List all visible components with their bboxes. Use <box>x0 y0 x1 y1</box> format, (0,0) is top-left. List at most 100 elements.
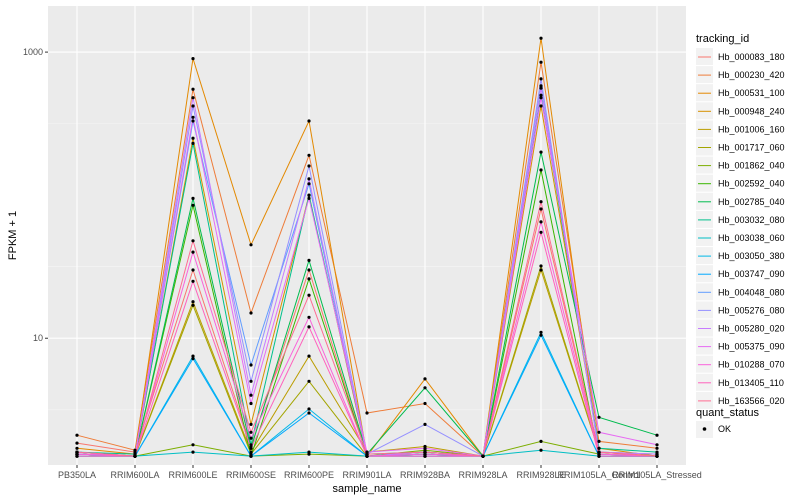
data-point <box>423 422 427 426</box>
data-point <box>539 439 543 443</box>
data-point <box>423 446 427 450</box>
data-point <box>191 300 195 304</box>
data-point <box>249 422 253 426</box>
data-point <box>307 450 311 454</box>
data-point <box>249 393 253 397</box>
y-tick-label: 10 <box>33 333 43 343</box>
x-tick-label: RRIM600LA <box>110 470 159 480</box>
data-point <box>597 450 601 454</box>
x-axis-title: sample_name <box>332 483 401 495</box>
data-point <box>539 220 543 224</box>
data-point <box>655 446 659 450</box>
data-point <box>539 448 543 452</box>
data-point <box>539 330 543 334</box>
x-tick-label: RRIM928LA <box>458 470 507 480</box>
legend-label: Hb_005375_090 <box>718 342 785 352</box>
data-point <box>423 401 427 406</box>
data-point <box>75 433 79 437</box>
data-point <box>249 446 253 450</box>
legend-label: Hb_003032_080 <box>718 215 785 225</box>
data-point <box>249 436 253 440</box>
legend-label: Hb_013405_110 <box>718 378 784 388</box>
data-point <box>539 168 543 172</box>
data-point <box>365 452 369 456</box>
data-point <box>307 182 311 186</box>
data-point <box>539 93 543 97</box>
data-point <box>307 379 311 383</box>
legend-label: Hb_005276_080 <box>718 305 785 315</box>
legend-label: Hb_010288_070 <box>718 360 785 370</box>
data-point <box>307 196 311 200</box>
axes: 10 1000 PB350LA RRIM600LA RRIM600LE RRIM600SE… <box>23 47 702 480</box>
data-point <box>539 333 543 337</box>
data-point <box>307 354 311 358</box>
data-point <box>191 303 195 307</box>
data-point <box>191 141 195 145</box>
x-tick-label: RRIM105LA_Stressed <box>612 470 702 480</box>
y-axis-title: FPKM + 1 <box>7 211 19 260</box>
data-point <box>655 433 659 437</box>
x-tick-label: RRIM901LA <box>342 470 391 480</box>
data-point <box>597 454 601 458</box>
data-point <box>191 354 195 358</box>
data-point <box>249 443 253 447</box>
data-point <box>191 250 195 254</box>
data-point <box>539 96 543 100</box>
data-point <box>249 454 253 458</box>
data-point <box>365 411 369 415</box>
data-point <box>75 441 79 445</box>
data-point <box>423 377 427 381</box>
data-point <box>539 150 543 154</box>
data-point <box>191 279 195 283</box>
legend-label: Hb_000948_240 <box>718 106 785 116</box>
data-point <box>307 325 311 329</box>
data-point <box>191 268 195 272</box>
data-point <box>307 293 311 297</box>
data-point <box>191 104 195 108</box>
data-point <box>249 311 253 315</box>
data-point <box>539 268 543 272</box>
data-point <box>539 264 543 268</box>
legend-label: Hb_002785_040 <box>718 197 785 207</box>
legend-label: Hb_004048_080 <box>718 287 785 297</box>
x-tick-label: RRIM928BA <box>400 470 450 480</box>
data-point <box>539 230 543 234</box>
data-point <box>307 268 311 272</box>
x-tick-label: PB350LA <box>58 470 96 480</box>
data-point <box>539 60 543 64</box>
legend-label: Hb_001717_060 <box>718 143 785 153</box>
data-point <box>539 207 543 211</box>
data-point <box>539 77 543 81</box>
legend2-title: quant_status <box>696 407 759 419</box>
x-tick-label: RRIM600PE <box>284 470 334 480</box>
data-point <box>191 57 195 61</box>
data-point <box>307 193 311 197</box>
data-point <box>539 84 543 88</box>
legend-label: Hb_005280_020 <box>718 324 785 334</box>
data-point <box>191 203 195 207</box>
legend-label: Hb_003747_090 <box>718 269 785 279</box>
data-point <box>191 119 195 123</box>
legend-label: Hb_000083_180 <box>718 52 785 62</box>
legend2-key-point <box>702 427 707 431</box>
data-point <box>191 357 195 361</box>
legend-label: Hb_001006_160 <box>718 124 785 134</box>
legend-label: Hb_003038_060 <box>718 233 785 243</box>
data-point <box>249 363 253 367</box>
data-point <box>307 277 311 281</box>
data-point <box>249 430 253 434</box>
data-point <box>191 450 195 454</box>
legend: tracking_id quant_status Hb_000083_180 Hb… <box>696 33 785 438</box>
x-tick-label: RRIM105LA_Control <box>557 470 640 480</box>
data-point <box>597 415 601 419</box>
data-point <box>307 164 311 168</box>
data-point <box>655 443 659 447</box>
data-point <box>191 87 195 91</box>
data-point <box>597 446 601 450</box>
x-tick-label: RRIM600SE <box>226 470 276 480</box>
data-point <box>75 446 79 450</box>
legend2-label: OK <box>718 424 731 434</box>
y-tick-label: 1000 <box>23 47 43 57</box>
data-point <box>307 119 311 123</box>
